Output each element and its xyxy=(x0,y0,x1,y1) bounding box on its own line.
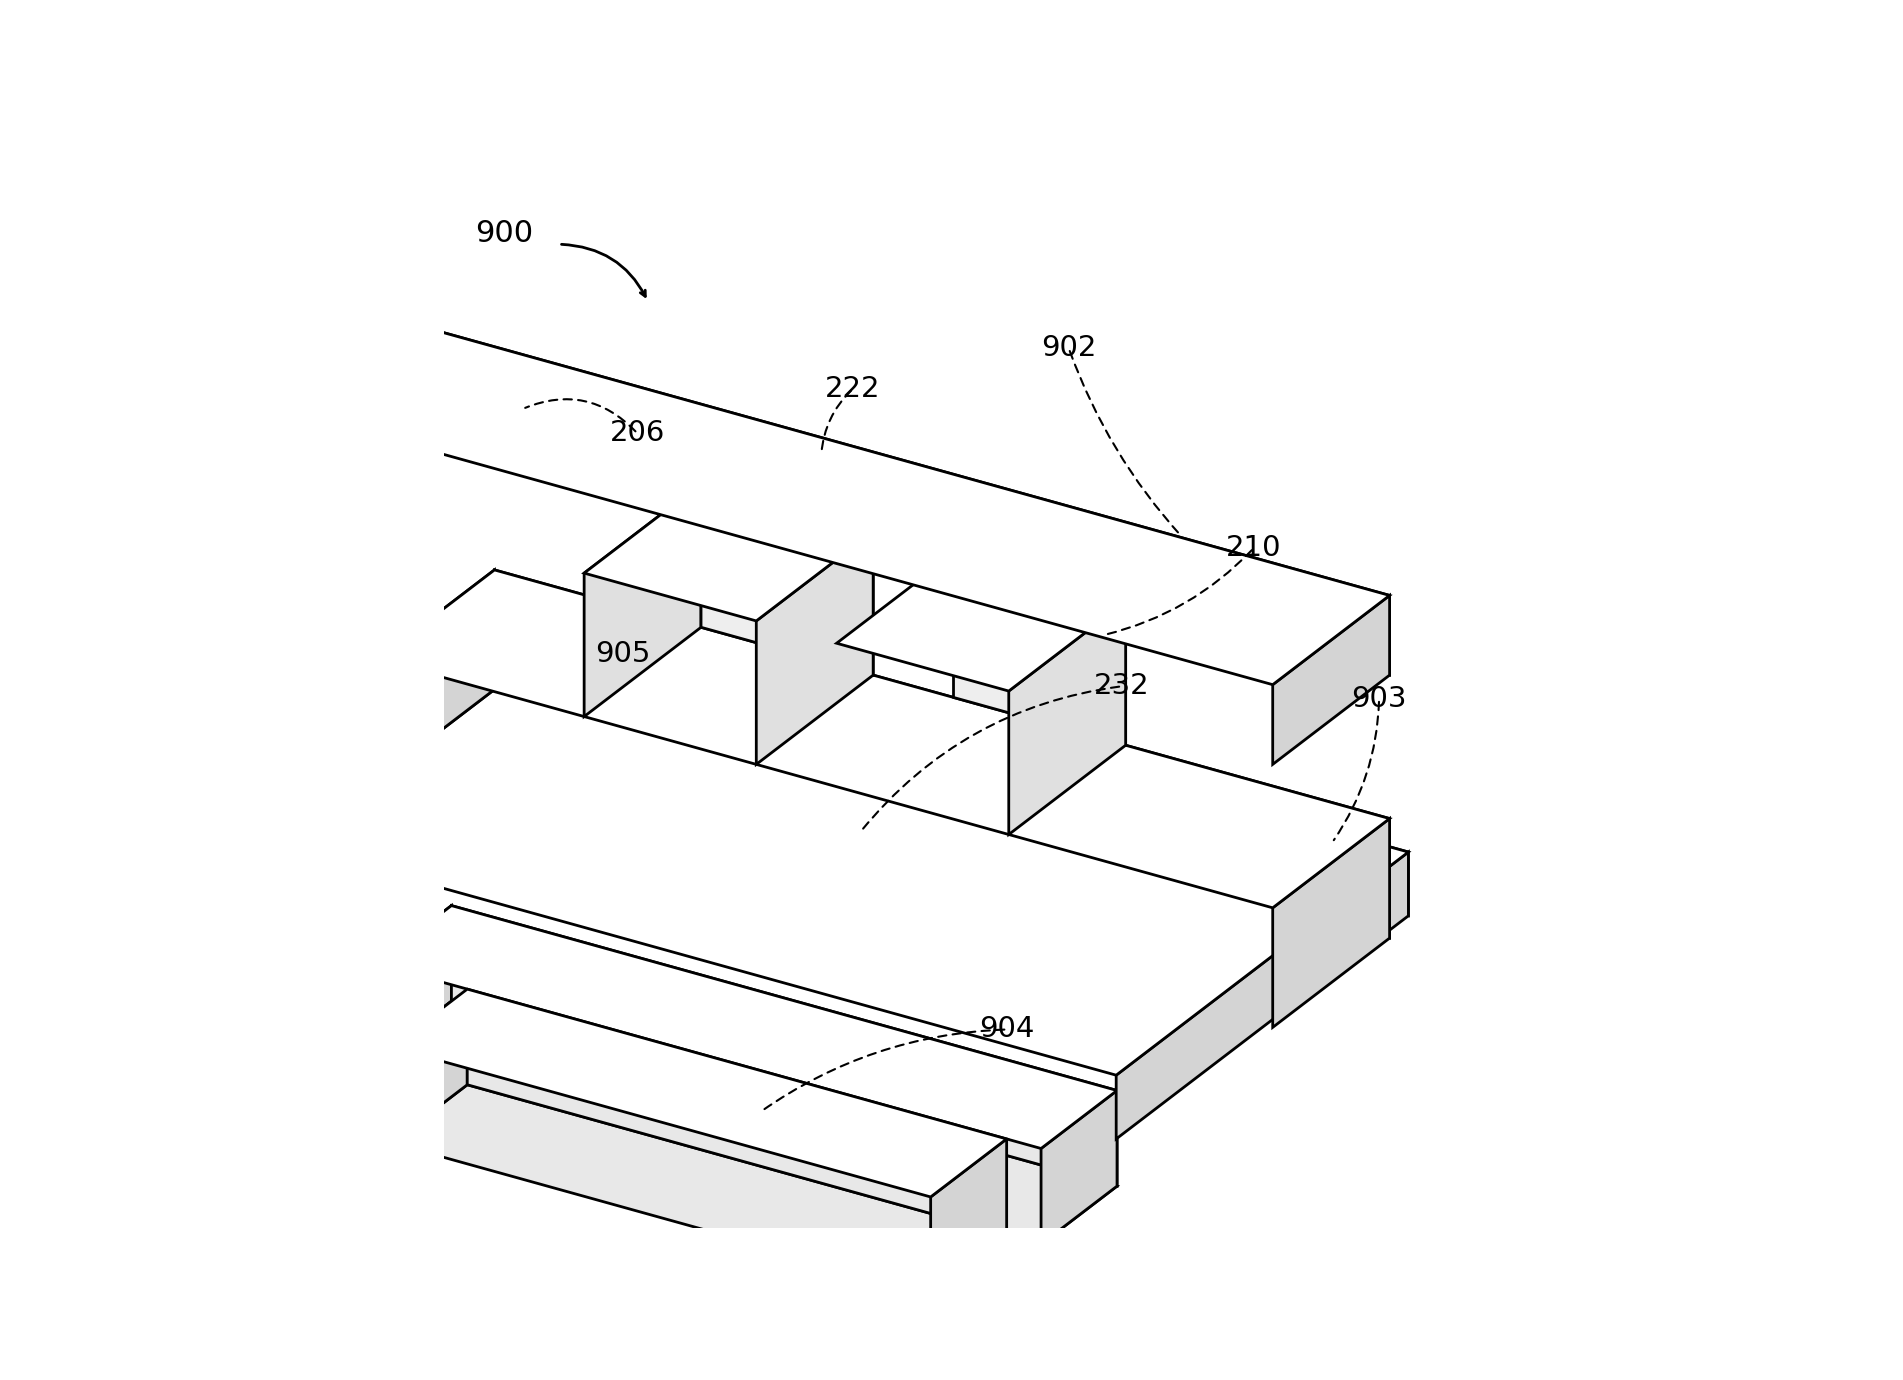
Polygon shape xyxy=(392,989,1007,1196)
Text: 903: 903 xyxy=(1351,684,1406,713)
Polygon shape xyxy=(320,331,438,500)
Text: 902: 902 xyxy=(1041,334,1096,363)
Polygon shape xyxy=(1273,595,1389,765)
Polygon shape xyxy=(584,484,873,621)
Polygon shape xyxy=(1041,1090,1117,1245)
Polygon shape xyxy=(755,531,873,765)
Polygon shape xyxy=(953,553,1127,745)
Polygon shape xyxy=(495,570,1389,938)
Text: 232: 232 xyxy=(1094,672,1149,700)
Polygon shape xyxy=(289,622,1408,1075)
Polygon shape xyxy=(1273,818,1389,1027)
Text: 900: 900 xyxy=(476,219,533,248)
Polygon shape xyxy=(582,622,1408,916)
Polygon shape xyxy=(377,570,1389,908)
Text: 905: 905 xyxy=(596,640,651,668)
Polygon shape xyxy=(837,553,1127,691)
Polygon shape xyxy=(375,905,451,1060)
Polygon shape xyxy=(451,905,1117,1187)
Polygon shape xyxy=(392,1085,1007,1293)
Polygon shape xyxy=(584,484,700,716)
Polygon shape xyxy=(1117,851,1408,1138)
Polygon shape xyxy=(289,622,582,909)
Polygon shape xyxy=(375,905,1117,1148)
Polygon shape xyxy=(438,331,1389,675)
Polygon shape xyxy=(931,1138,1007,1293)
Polygon shape xyxy=(392,989,468,1143)
Polygon shape xyxy=(1009,602,1127,835)
Polygon shape xyxy=(468,989,1007,1235)
Polygon shape xyxy=(377,570,495,778)
Polygon shape xyxy=(375,1002,1117,1245)
Text: 206: 206 xyxy=(609,420,664,447)
Text: 210: 210 xyxy=(1226,534,1281,562)
Polygon shape xyxy=(320,331,1389,684)
Text: 904: 904 xyxy=(980,1016,1035,1043)
Text: 222: 222 xyxy=(826,375,881,403)
Polygon shape xyxy=(700,484,873,675)
